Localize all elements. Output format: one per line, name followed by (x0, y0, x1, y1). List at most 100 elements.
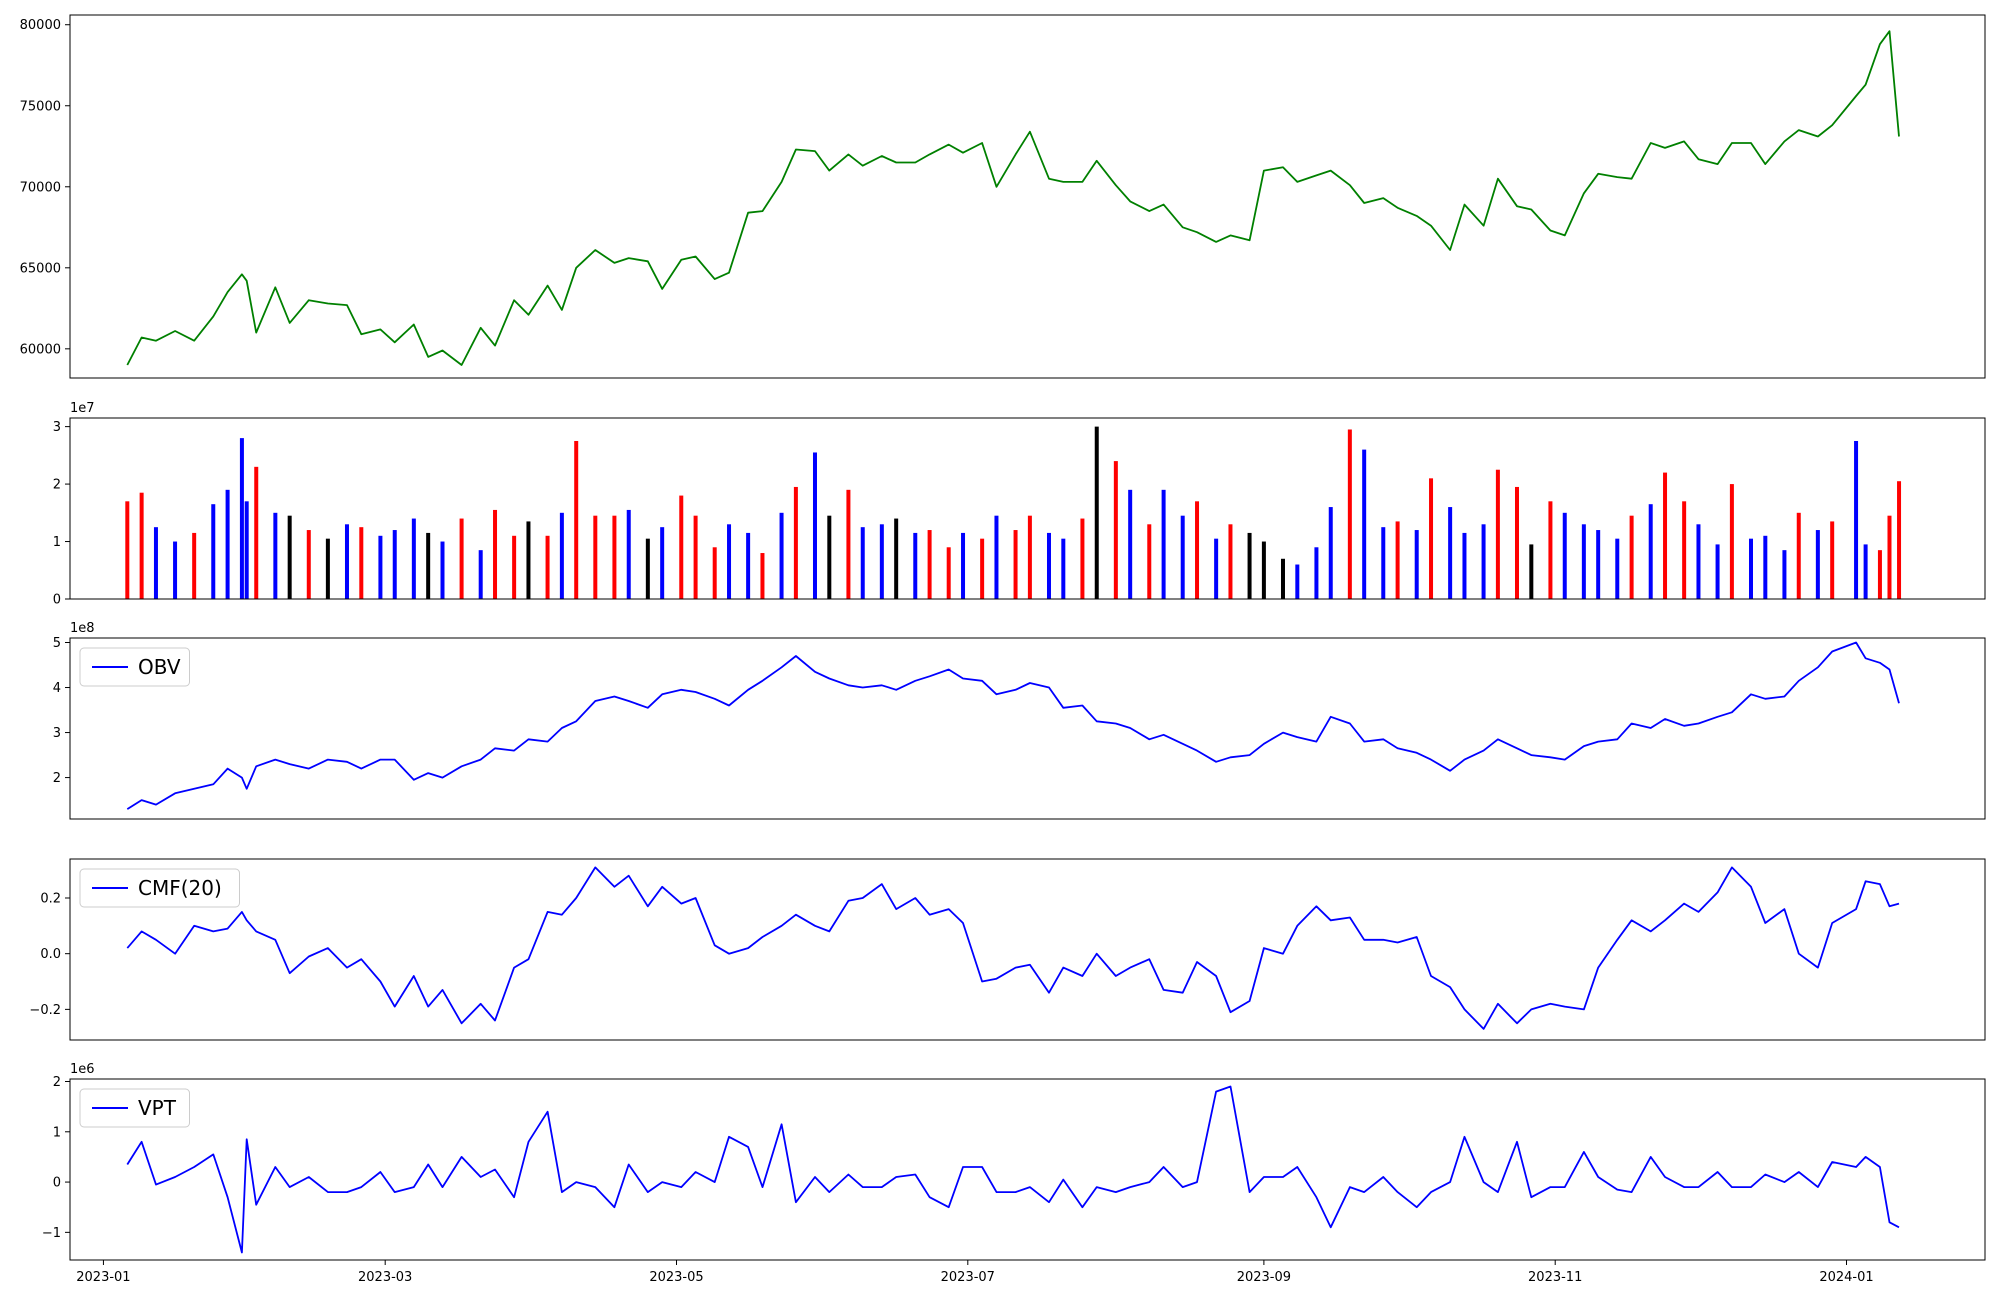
volume-bar (153, 527, 158, 599)
volume-bar (1362, 449, 1367, 599)
volume-bar (994, 515, 999, 599)
volume-bar (946, 547, 951, 599)
vpt-ytick-label: −1 (42, 1226, 61, 1241)
obv-legend-label: OBV (138, 655, 181, 679)
volume-bar (727, 524, 732, 599)
volume-bar (1180, 515, 1185, 599)
volume-bar (679, 495, 684, 599)
vpt-exponent-label: 1e6 (70, 1062, 95, 1077)
volume-bar (760, 553, 765, 599)
vpt-axes-frame (69, 1078, 1986, 1261)
obv-exponent-label: 1e8 (70, 621, 95, 636)
volume-bar (1863, 544, 1868, 599)
volume-bar (1887, 515, 1892, 599)
volume-bar (325, 538, 330, 599)
volume-bar (1815, 530, 1820, 599)
volume-bar (1046, 532, 1051, 599)
volume-bar (526, 521, 531, 599)
vpt-ytick-label: 2 (53, 1075, 61, 1090)
volume-bar (1629, 515, 1634, 599)
volume-bar (961, 532, 966, 599)
price-axes-frame (69, 14, 1986, 379)
volume-bar (1715, 544, 1720, 599)
volume-bar (626, 509, 631, 599)
volume-bar (1796, 512, 1801, 599)
volume-bar (1395, 521, 1400, 599)
volume-bar (545, 535, 550, 599)
volume-bar (306, 530, 311, 599)
volume-bar (1214, 538, 1219, 599)
volume-ytick-label: 0 (53, 593, 61, 608)
volume-bar (827, 515, 832, 599)
vpt-ytick-label: 0 (53, 1176, 61, 1191)
volume-bar (1113, 461, 1118, 599)
volume-ytick-label: 2 (53, 478, 61, 493)
volume-bar (1830, 521, 1835, 599)
volume-bar (1314, 547, 1319, 599)
volume-bar (1228, 524, 1233, 599)
volume-bar (344, 524, 349, 599)
cmf-series-line (126, 866, 1900, 1030)
volume-bar (1462, 532, 1467, 599)
obv-panel: 2 3 4 5 1e8 OBV (53, 621, 1986, 820)
volume-bar (1877, 550, 1882, 599)
volume-bar (660, 527, 665, 599)
price-ytick-label: 65000 (20, 261, 61, 276)
volume-bar (846, 489, 851, 599)
volume-bar (1596, 530, 1601, 599)
volume-bar (1381, 527, 1386, 599)
obv-ytick-label: 2 (53, 771, 61, 786)
xtick-label: 2023-03 (358, 1270, 412, 1285)
volume-bar (1280, 558, 1285, 599)
volume-bar (239, 438, 244, 599)
volume-bar (793, 486, 798, 599)
volume-bar (411, 518, 416, 599)
volume-bar (1615, 538, 1620, 599)
obv-axes-frame (69, 637, 1986, 820)
volume-bar (927, 530, 932, 599)
volume-bar (392, 530, 397, 599)
volume-bar (1013, 530, 1018, 599)
xtick-label: 2024-01 (1819, 1270, 1873, 1285)
volume-bar (693, 515, 698, 599)
volume-ytick-label: 1 (53, 535, 61, 550)
vpt-series-line (126, 1085, 1900, 1254)
volume-bar (879, 524, 884, 599)
volume-bar (1514, 486, 1519, 599)
obv-series-line (126, 641, 1900, 810)
volume-panel: 0 1 2 3 1e7 (53, 401, 1986, 608)
volume-bar (1094, 426, 1099, 599)
volume-bar (244, 501, 249, 599)
volume-bar (1195, 501, 1200, 599)
volume-bar (1682, 501, 1687, 599)
vpt-ytick-label: 1 (53, 1125, 61, 1140)
volume-bar (1414, 530, 1419, 599)
volume-bar (559, 512, 564, 599)
vpt-legend-box (79, 1088, 190, 1128)
volume-bar (440, 541, 445, 599)
volume-bar (1080, 518, 1085, 599)
volume-bar (860, 527, 865, 599)
volume-bar (1061, 538, 1066, 599)
volume-bar (273, 512, 278, 599)
volume-bar (139, 492, 144, 599)
volume-bar (913, 532, 918, 599)
volume-bar (1247, 532, 1252, 599)
xtick-label: 2023-01 (76, 1270, 130, 1285)
volume-bar (894, 518, 899, 599)
volume-bar (493, 509, 498, 599)
volume-bar (980, 538, 985, 599)
volume-exponent-label: 1e7 (70, 401, 95, 416)
volume-bar (1548, 501, 1553, 599)
xtick-label: 2023-09 (1237, 1270, 1291, 1285)
obv-ytick-label: 4 (53, 681, 61, 696)
volume-bar (254, 466, 259, 599)
volume-bar (1696, 524, 1701, 599)
volume-bar (1429, 478, 1434, 599)
cmf-ytick-label: −0.2 (29, 1003, 61, 1018)
xtick-label: 2023-05 (649, 1270, 703, 1285)
vpt-legend: VPT (79, 1088, 190, 1128)
volume-bar (1562, 512, 1567, 599)
volume-bar (1648, 504, 1653, 599)
vpt-panel: −1 0 1 2 1e6 VPT (42, 1062, 1986, 1261)
